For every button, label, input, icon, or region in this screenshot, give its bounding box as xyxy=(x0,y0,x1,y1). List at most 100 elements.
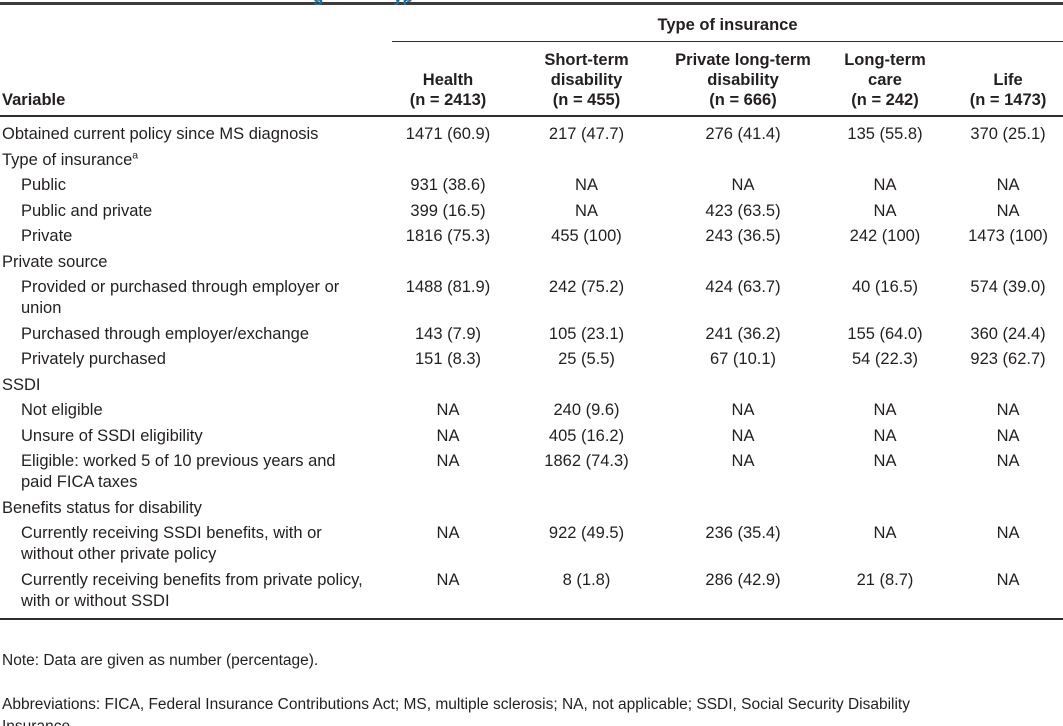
cell-value: 242 (75.2) xyxy=(548,278,625,296)
note-abbreviations: Abbreviations: FICA, Federal Insurance C… xyxy=(2,696,910,726)
cell-value xyxy=(817,250,953,276)
cell-value: NA xyxy=(731,426,755,445)
cell-value: 574 (39.0) xyxy=(970,278,1046,296)
cell-value: 25 (5.5) xyxy=(558,350,615,368)
row-label: SSDI xyxy=(2,375,41,394)
row-label: Privately purchased xyxy=(21,350,166,368)
cell-value: NA xyxy=(731,452,755,470)
cell-value: 1488 (81.9) xyxy=(405,278,491,296)
cell-value: NA xyxy=(996,201,1020,220)
column-header: Private long-term disability (n = 666) xyxy=(669,41,817,117)
row-label: Obtained current policy since MS diagnos… xyxy=(2,125,319,143)
table-row: Currently receiving benefits from privat… xyxy=(0,567,1063,620)
table-row: Not eligible NA 240 (9.6) NA NA NA xyxy=(0,398,1063,424)
table-row: Purchased through employer/exchange 143 … xyxy=(0,322,1063,348)
table-body: Obtained current policy since MS diagnos… xyxy=(0,116,1063,620)
cell-value: NA xyxy=(996,452,1020,470)
table-row: SSDI xyxy=(0,373,1063,399)
insurance-type-table: Type of insurance Variable Health (n = 2… xyxy=(0,2,1063,620)
cell-value: 151 (8.3) xyxy=(414,350,482,368)
cell-value: 105 (23.1) xyxy=(548,324,625,343)
cell-value: NA xyxy=(436,452,460,470)
cell-value xyxy=(392,496,504,522)
cell-value: NA xyxy=(873,176,897,194)
table-row: Provided or purchased through employer o… xyxy=(0,275,1063,322)
cell-value xyxy=(504,373,669,399)
row-label: Currently receiving SSDI benefits, with … xyxy=(21,524,322,563)
cell-value: 135 (55.8) xyxy=(847,125,923,143)
table-row: Unsure of SSDI eligibility NA 405 (16.2) N… xyxy=(0,424,1063,450)
row-label: Not eligible xyxy=(21,401,103,419)
cell-value: 922 (49.5) xyxy=(548,524,625,542)
spanner-row: Type of insurance xyxy=(0,3,1063,42)
cell-value: 1471 (60.9) xyxy=(405,125,491,143)
cell-value: 1473 (100) xyxy=(968,227,1048,245)
cell-value xyxy=(669,148,817,174)
table-row: Public 931 (38.6) NA NA NA NA xyxy=(0,173,1063,199)
column-header: Long-term care (n = 242) xyxy=(817,41,953,117)
row-label: Benefits status for disability xyxy=(2,498,202,517)
table-row: Eligible: worked 5 of 10 previous years … xyxy=(0,449,1063,496)
cell-value: 455 (100) xyxy=(551,227,622,245)
cell-value xyxy=(953,148,1063,174)
cell-value: NA xyxy=(436,401,460,419)
cell-value: 155 (64.0) xyxy=(847,324,923,343)
cell-value: 21 (8.7) xyxy=(817,567,953,620)
row-label: Type of insurancea xyxy=(2,149,139,169)
cell-value xyxy=(817,373,953,399)
cell-value: NA xyxy=(873,201,897,220)
cell-value: 67 (10.1) xyxy=(709,350,777,368)
cell-value: NA xyxy=(996,524,1020,542)
cell-value: 399 (16.5) xyxy=(410,201,486,220)
cell-value: NA xyxy=(436,524,460,542)
cell-value: 1816 (75.3) xyxy=(405,227,491,245)
cell-value xyxy=(504,496,669,522)
cell-value xyxy=(669,496,817,522)
cell-value xyxy=(817,496,953,522)
row-label: Unsure of SSDI eligibility xyxy=(21,426,203,445)
table-row: Obtained current policy since MS diagnos… xyxy=(0,116,1063,148)
cell-value: 236 (35.4) xyxy=(705,524,781,542)
cell-value: NA xyxy=(873,426,897,445)
row-label: Public xyxy=(21,176,66,194)
cell-value: 40 (16.5) xyxy=(851,278,919,296)
row-label: Eligible: worked 5 of 10 previous years … xyxy=(21,452,336,491)
cell-value: 143 (7.9) xyxy=(414,324,482,343)
row-footnote-marker: a xyxy=(132,149,139,161)
cell-value: 240 (9.6) xyxy=(553,401,620,419)
row-label: Public and private xyxy=(21,201,153,220)
cell-value: 242 (100) xyxy=(849,227,921,245)
cell-value: NA xyxy=(392,567,504,620)
cell-value: NA xyxy=(996,176,1020,194)
type-of-insurance-spanner: Type of insurance xyxy=(392,3,1063,42)
cell-value xyxy=(392,373,504,399)
cell-value: NA xyxy=(953,567,1063,620)
cell-value: 424 (63.7) xyxy=(705,278,781,296)
column-header: Health (n = 2413) xyxy=(392,41,504,117)
clipped-title-fragment: g xyxy=(313,0,323,5)
cell-value: NA xyxy=(731,176,755,194)
table-row: Benefits status for disability xyxy=(0,496,1063,522)
row-label: Provided or purchased through employer o… xyxy=(21,278,340,317)
column-header: Short-term disability (n = 455) xyxy=(504,41,669,117)
table-row: Currently receiving SSDI benefits, with … xyxy=(0,521,1063,568)
table-row: Private source xyxy=(0,250,1063,276)
cell-value xyxy=(392,250,504,276)
cell-value xyxy=(669,373,817,399)
cell-value: NA xyxy=(575,201,598,220)
cell-value: 405 (16.2) xyxy=(548,426,625,445)
cell-value: 241 (36.2) xyxy=(705,324,781,343)
cell-value: 243 (36.5) xyxy=(705,227,781,245)
cell-value: NA xyxy=(873,452,897,470)
cell-value xyxy=(392,148,504,174)
cell-value: 276 (41.4) xyxy=(705,125,781,143)
table-row: Type of insurancea xyxy=(0,148,1063,174)
cell-value: NA xyxy=(996,426,1020,445)
cell-value xyxy=(669,250,817,276)
cell-value: NA xyxy=(575,176,598,194)
row-label: Purchased through employer/exchange xyxy=(21,324,310,343)
corner-cell xyxy=(0,4,392,42)
cell-value xyxy=(953,373,1063,399)
cell-value: 923 (62.7) xyxy=(970,350,1046,368)
